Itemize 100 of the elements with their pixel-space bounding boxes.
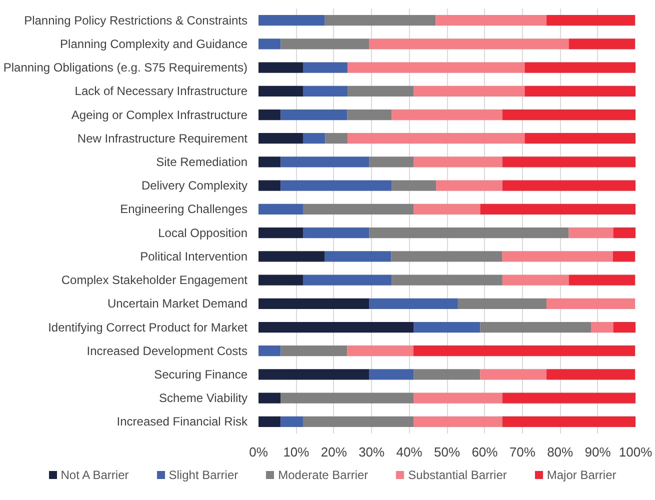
bar — [280, 346, 348, 356]
bar — [369, 156, 414, 168]
y-tick-label: Securing Finance — [154, 367, 248, 382]
bar — [258, 204, 303, 215]
legend-label: Not A Barrier — [60, 468, 129, 482]
bar — [480, 204, 636, 215]
bar — [414, 86, 525, 96]
bar — [546, 14, 636, 26]
bar — [502, 156, 636, 168]
bar — [369, 38, 569, 50]
x-tick-label: 10% — [283, 444, 310, 460]
bar — [280, 38, 370, 50]
x-tick-label: 90% — [584, 444, 612, 460]
bar — [280, 416, 303, 428]
bar — [258, 251, 325, 262]
y-tick-label: Increased Financial Risk — [116, 414, 248, 429]
bar — [391, 251, 502, 262]
bar — [612, 251, 636, 262]
x-tick-label: 100% — [618, 444, 653, 460]
bar — [347, 62, 525, 73]
y-tick-label: Planning Policy Restrictions & Constraints — [24, 13, 248, 28]
y-tick-label: Lack of Necessary Infrastructure — [74, 84, 248, 98]
x-tick-label: 60% — [472, 444, 498, 460]
bar — [413, 346, 636, 356]
x-tick-label: 40% — [396, 444, 423, 460]
y-tick-label: Engineering Challenges — [120, 202, 248, 216]
y-tick-label: Local Opposition — [158, 226, 248, 240]
bar — [502, 180, 636, 191]
bar — [280, 109, 348, 120]
bar — [414, 416, 502, 428]
bar — [568, 274, 636, 286]
y-tick-label: Site Remediation — [156, 154, 248, 169]
bar — [258, 62, 303, 73]
bar — [347, 86, 414, 96]
bar — [369, 227, 569, 238]
bar — [258, 38, 281, 50]
bar — [546, 369, 636, 380]
y-tick-label: Planning Obligations (e.g. S75 Requirements) — [3, 60, 248, 75]
bar — [414, 392, 502, 404]
y-tick-label: Increased Development Costs — [86, 344, 248, 358]
x-tick-label: 50% — [434, 444, 460, 460]
y-tick-label: New Infrastructure Requirement — [77, 131, 248, 146]
bar — [258, 416, 281, 428]
x-tick-label: 0% — [249, 444, 268, 460]
bar — [258, 86, 303, 96]
bar — [302, 86, 348, 96]
bar — [258, 180, 281, 191]
bar — [302, 133, 326, 144]
y-tick-label: Uncertain Market Demand — [107, 296, 248, 311]
x-tick-label: 80% — [547, 444, 574, 460]
y-tick-label: Political Intervention — [140, 249, 248, 264]
bar — [258, 156, 281, 168]
bar — [568, 38, 636, 50]
x-tick-label: 20% — [320, 444, 348, 460]
bar — [436, 180, 502, 191]
bar — [502, 109, 636, 120]
bar — [324, 251, 392, 262]
bar — [302, 274, 392, 286]
bar — [258, 322, 414, 333]
bar — [302, 204, 414, 215]
y-tick-label: Complex Stakeholder Engagement — [61, 273, 248, 288]
y-tick-label: Ageing or Complex Infrastructure — [71, 108, 248, 122]
bar — [280, 392, 414, 404]
bar — [302, 227, 370, 238]
bar — [392, 109, 502, 120]
bar — [280, 180, 392, 191]
bar — [414, 204, 480, 215]
bar — [392, 274, 502, 286]
legend-label: Moderate Barrier — [278, 468, 368, 482]
x-tick-label: 70% — [509, 444, 536, 460]
bar — [524, 62, 636, 73]
bar — [325, 133, 348, 144]
bar — [324, 14, 436, 26]
bar — [258, 14, 325, 26]
bar — [502, 416, 636, 428]
bar — [414, 156, 502, 168]
bar — [258, 133, 303, 144]
bar — [613, 227, 636, 238]
y-tick-label: Scheme Viability — [159, 391, 248, 406]
bar — [546, 298, 636, 309]
bar — [568, 227, 614, 238]
y-tick-label: Identifying Correct Product for Market — [48, 320, 248, 334]
bar — [258, 392, 281, 404]
legend-label: Substantial Barrier — [408, 468, 507, 482]
bar — [258, 298, 370, 309]
bar — [347, 346, 414, 356]
bar — [347, 109, 392, 120]
bar — [524, 86, 636, 96]
bar — [258, 227, 303, 238]
legend-label: Major Barrier — [546, 468, 616, 482]
bar — [480, 322, 592, 333]
bar — [414, 369, 480, 380]
y-tick-label: Delivery Complexity — [141, 178, 248, 193]
bar — [369, 369, 414, 380]
bar — [347, 133, 525, 144]
x-tick-label: 30% — [358, 444, 386, 460]
bar — [502, 392, 636, 404]
bar — [258, 369, 370, 380]
legend-label: Slight Barrier — [168, 468, 238, 482]
bar — [458, 298, 547, 309]
